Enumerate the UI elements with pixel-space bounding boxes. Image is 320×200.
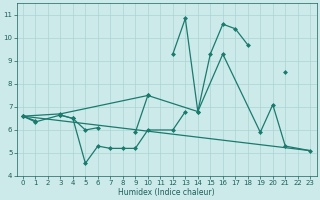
X-axis label: Humidex (Indice chaleur): Humidex (Indice chaleur)	[118, 188, 215, 197]
